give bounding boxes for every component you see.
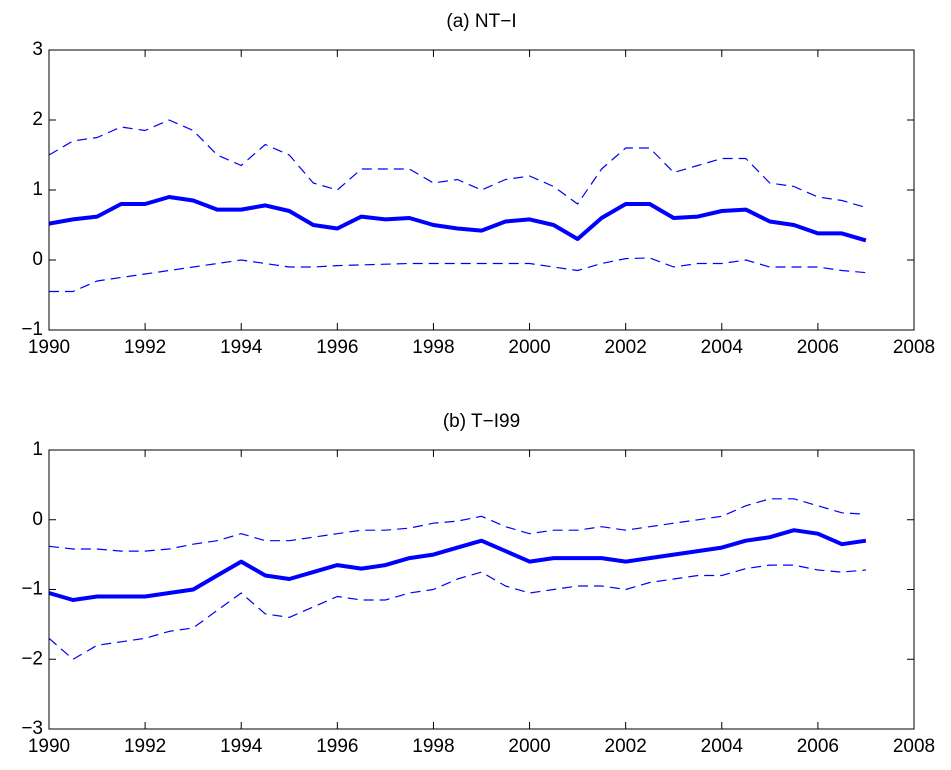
- y-tick-label: −1: [21, 579, 43, 600]
- x-tick-label: 2008: [893, 736, 935, 757]
- x-tick-label: 2006: [797, 337, 839, 358]
- x-tick-label: 1996: [316, 337, 358, 358]
- x-tick-label: 1990: [28, 337, 70, 358]
- axes-box: [48, 449, 915, 730]
- y-tick-label: 2: [32, 109, 43, 130]
- x-tick-label: 1992: [124, 337, 166, 358]
- data-line: [49, 257, 866, 293]
- y-tick-label: 0: [32, 249, 43, 270]
- x-tick-label: 2000: [508, 337, 550, 358]
- x-tick-label: 2008: [893, 337, 935, 358]
- x-tick-label: 1998: [412, 736, 454, 757]
- x-tick-label: 1994: [220, 736, 263, 757]
- data-line: [48, 528, 867, 602]
- chart-title: (b) T−I99: [443, 411, 520, 432]
- x-tick-label: 2000: [508, 736, 550, 757]
- y-tick-label: −1: [21, 319, 43, 340]
- x-tick-label: 2004: [701, 736, 744, 757]
- x-tick-label: 2004: [701, 337, 744, 358]
- y-tick-label: 0: [32, 509, 43, 530]
- y-tick-label: −2: [21, 648, 43, 669]
- y-tick-label: 1: [32, 179, 43, 200]
- x-tick-label: 1996: [316, 736, 358, 757]
- x-tick-label: 2002: [605, 736, 647, 757]
- y-tick-label: −3: [21, 718, 43, 739]
- y-tick-label: 1: [32, 439, 43, 460]
- x-tick-label: 1998: [412, 337, 454, 358]
- axes-box: [48, 49, 915, 331]
- data-line: [48, 498, 866, 552]
- y-tick-label: 3: [32, 39, 43, 60]
- x-tick-label: 1992: [124, 736, 166, 757]
- data-line: [48, 195, 867, 243]
- x-tick-label: 1990: [28, 736, 70, 757]
- x-tick-label: 1994: [220, 337, 263, 358]
- x-tick-label: 2002: [605, 337, 647, 358]
- data-line: [48, 119, 867, 209]
- x-tick-label: 2006: [797, 736, 839, 757]
- chart-title: (a) NT−I: [446, 11, 516, 32]
- data-line: [48, 564, 866, 660]
